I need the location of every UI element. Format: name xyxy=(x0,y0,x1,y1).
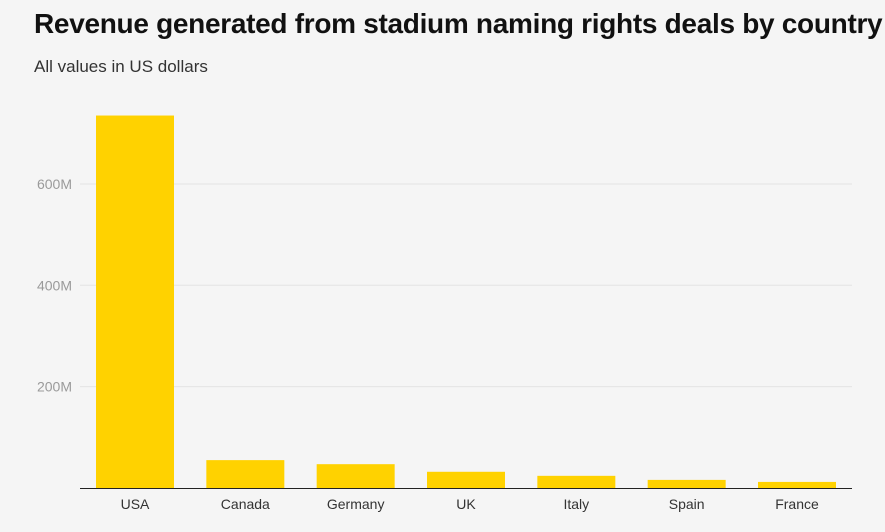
x-category-label: UK xyxy=(456,496,476,512)
chart-title: Revenue generated from stadium naming ri… xyxy=(34,8,883,39)
x-category-label: Canada xyxy=(221,496,270,512)
x-category-label: USA xyxy=(121,496,150,512)
x-category-label: Spain xyxy=(669,496,705,512)
bar-usa xyxy=(96,115,174,488)
y-axis-ticks: 200M 400M 600M xyxy=(37,176,72,395)
x-category-label: Italy xyxy=(563,496,589,512)
bar-canada xyxy=(206,460,285,488)
y-tick-label: 400M xyxy=(37,277,72,293)
gridlines xyxy=(80,183,852,388)
bar-france xyxy=(758,481,836,488)
bar-uk xyxy=(427,471,505,488)
y-tick-label: 200M xyxy=(37,379,72,395)
x-category-label: Germany xyxy=(327,496,385,512)
x-category-label: France xyxy=(775,496,819,512)
y-tick-label: 600M xyxy=(37,176,72,192)
bar-germany xyxy=(316,464,395,488)
bar-spain xyxy=(647,479,726,488)
chart-subtitle: All values in US dollars xyxy=(34,57,208,76)
x-axis-labels: USA Canada Germany UK Italy Spain France xyxy=(121,496,819,512)
bar-italy xyxy=(537,475,616,488)
bars xyxy=(96,115,836,488)
